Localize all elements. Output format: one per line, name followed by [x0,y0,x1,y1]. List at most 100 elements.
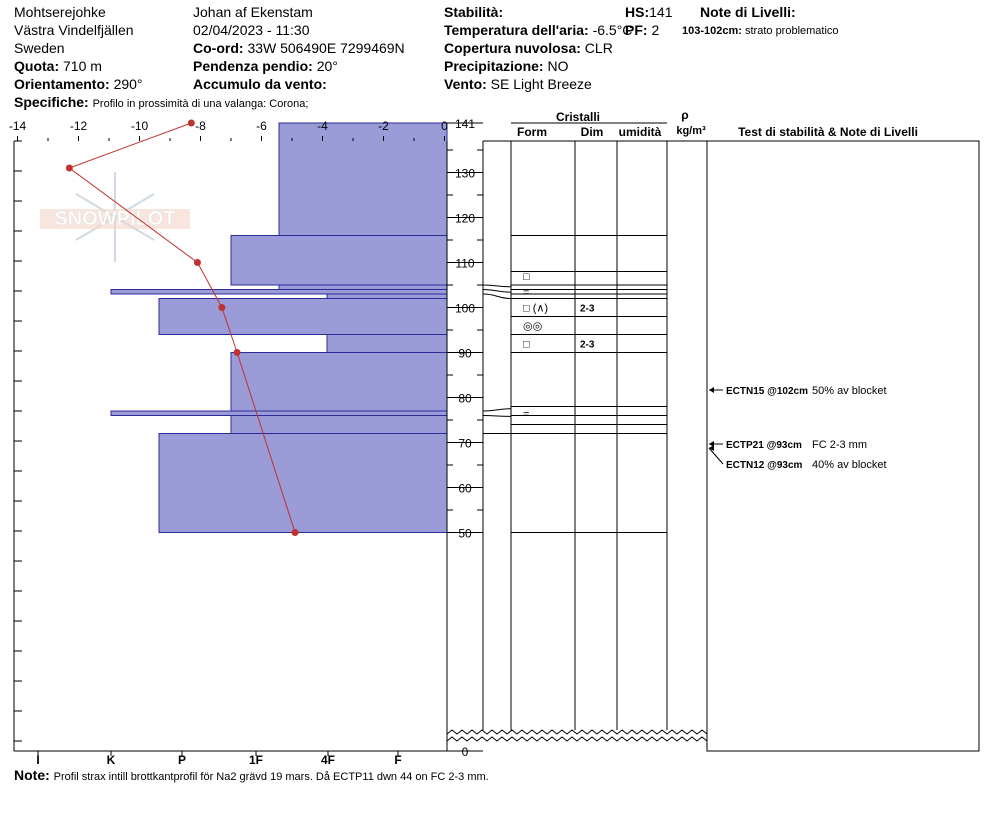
grain-table: □ = □ (∧) 2-3 ◎◎ □ 2-3 = [446,122,980,752]
watermark-text: SNOWPILOT [54,208,175,230]
observer: Johan af Ekenstam [193,4,313,20]
hardness-tick-label: F [394,753,401,767]
cloud-value: CLR [584,40,613,56]
penetration: PF: 2 [625,21,659,39]
watermark-band [40,209,190,229]
wind-loading-label: Accumulo da vento: [193,76,327,92]
country: Sweden [14,40,65,56]
temp-tick-label: -12 [70,119,88,133]
temp-tick-label: -10 [131,119,149,133]
test-arrowhead [709,445,714,451]
layer-note-text: strato problematico [745,25,839,37]
datetime: 02/04/2023 - 11:30 [193,22,310,38]
axis-break [446,729,708,735]
grain-size: 2-3 [580,340,595,351]
snowpilot-watermark: SNOWPILOT [40,172,190,262]
layer-connector [482,289,512,293]
wind: Vento: SE Light Breeze [444,75,592,93]
hs-value: 141 [649,4,673,20]
hardness-layer [158,433,448,533]
height-tick-label: 50 [458,527,472,541]
wind-label: Vento: [444,76,487,92]
temp-tick-label: 0 [441,119,448,133]
test-code: ECTN15 @102cm [726,386,808,397]
hardness-layer [230,415,448,434]
size-header: Dim [581,125,604,139]
grain-size: 2-3 [580,304,595,315]
wind-value: SE Light Breeze [490,76,592,92]
note-text: Profil strax intill brottkantprofil för … [53,771,489,783]
temperature-point [291,529,299,536]
note-label: Note: [14,767,50,783]
hardness-layer [110,410,448,416]
height-tick-label: 130 [455,167,475,181]
temp-tick-label: -4 [317,119,328,133]
height-tick-label: 60 [458,482,472,496]
hardness-tick-label: 1F [249,753,263,767]
pf-label: PF: [625,22,648,38]
stability: Stabilità: [444,3,503,21]
coordinates: Co-ord: 33W 506490E 7299469N [193,39,405,57]
precipitation: Precipitazione: NO [444,57,568,75]
height-tick-label: 80 [458,392,472,406]
hardness-tick-label: 4F [321,753,335,767]
stability-label: Stabilità: [444,4,504,20]
hardness-tick-label: P [178,753,186,767]
rho-header: ρ [681,108,688,122]
air-temp-value: -6.5°C [592,22,633,38]
note: Note: Profil strax intill brottkantprofi… [14,766,489,786]
grain-form: ◎◎ [523,321,542,333]
temperature-point [65,164,73,172]
hs-label: HS: [625,4,650,20]
grain-form: = [523,287,529,299]
temperature-point [218,304,226,311]
test-note: 50% av blocket [812,385,887,397]
test-arrow [708,447,724,465]
test-note: FC 2-3 mm [812,439,867,451]
height-tick-label: 0 [462,745,469,759]
elevation-value: 710 m [63,58,102,74]
temperature-profile [65,119,299,536]
coord-label: Co-ord: [193,40,244,56]
grain-form: □ [523,339,530,351]
height-tick-label: 120 [455,212,475,226]
aspect-value: 290° [113,76,143,92]
temperature-line [68,122,296,533]
layer-note: 103-102cm: strato problematico [682,22,839,40]
air-temp-label: Temperatura dell'aria: [444,22,589,38]
layer-connector [482,415,512,417]
layer-connector [482,293,512,299]
specifics-value: Profilo in prossimità di una valanga: Co… [92,98,309,110]
hardness-layer [278,284,448,290]
stability-tests: ECTN15 @102cm 50% av blocket ECTP21 @93cm F… [708,385,887,471]
cloud-cover: Copertura nuvolosa: CLR [444,39,613,57]
precip-value: NO [547,58,569,74]
temperature-point [193,259,201,266]
crystals-header: Cristalli [556,110,600,124]
temp-tick-label: -2 [378,119,389,133]
hardness-layer [326,293,448,299]
layer-connector [482,408,512,412]
temp-tick-label: -14 [9,119,27,133]
hardness-layer [278,122,448,236]
snow-height: HS:141 [625,3,672,21]
layer-notes-title: Note di Livelli: [700,4,796,20]
temperature-point [187,119,195,127]
tests-panel [706,140,980,752]
specifics-label: Specifiche: [14,94,89,110]
hardness-layer [230,352,448,412]
hardness-layers [110,122,448,533]
hardness-layer [158,298,448,335]
pf-value: 2 [651,22,660,38]
elevation: Quota: 710 m [14,57,102,75]
axis-break [446,736,708,742]
hardness-tick-label: K [107,753,116,767]
hardness-tick-label: I [36,753,39,767]
region: Västra Vindelfjällen [14,22,134,38]
air-temperature: Temperatura dell'aria: -6.5°C [444,21,632,39]
moisture-header: umidità [619,125,662,139]
form-header: Form [517,125,547,139]
axes: -14 -12 -10 -8 -6 -4 -2 0 I K P 1F 4F F 141 130 120 110 10… [9,117,483,767]
test-code: ECTN12 @93cm [726,460,803,471]
snowflake-icon [75,172,155,262]
